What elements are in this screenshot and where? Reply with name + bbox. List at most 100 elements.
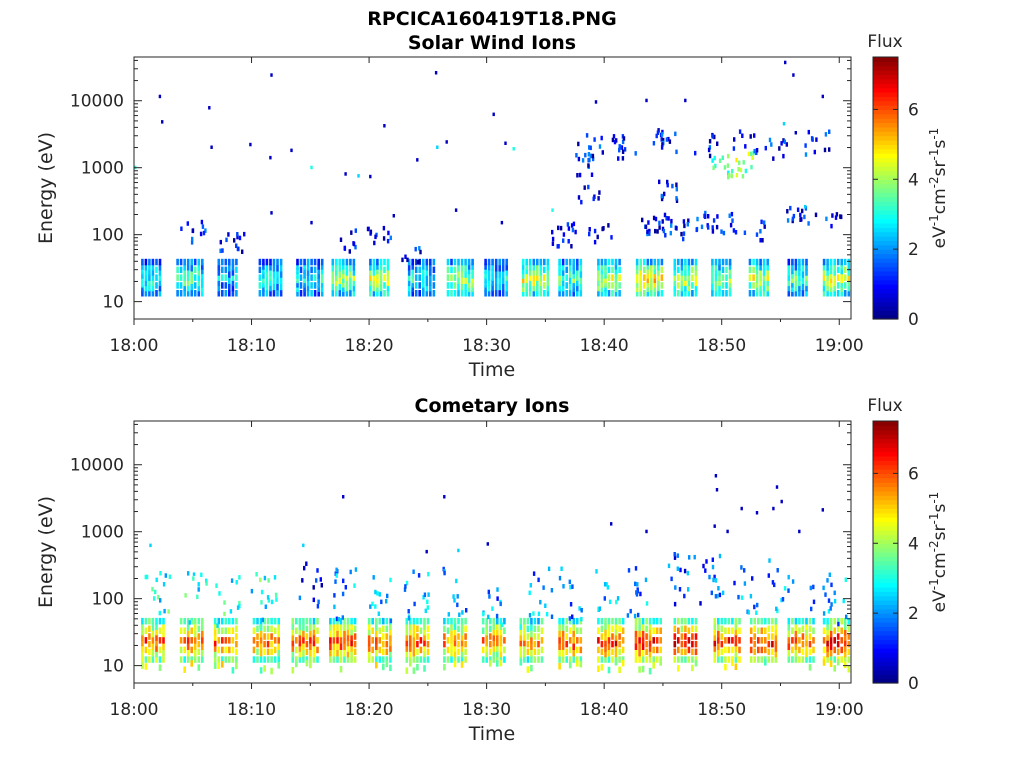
- heatmap-cell: [753, 633, 756, 640]
- heatmap-cell: [338, 271, 342, 278]
- colorbar-segment: [873, 214, 898, 220]
- heatmap-cell: [236, 246, 240, 252]
- heatmap-cell: [446, 274, 450, 281]
- heatmap-cell: [617, 156, 620, 161]
- heatmap-cell: [577, 195, 581, 200]
- heatmap-cell: [298, 623, 302, 630]
- heatmap-cell: [412, 649, 416, 657]
- heatmap-cell: [484, 285, 487, 292]
- heatmap-cell: [749, 134, 752, 139]
- heatmap-cell: [600, 267, 604, 275]
- heatmap-cell: [659, 617, 662, 625]
- heatmap-cell: [755, 148, 759, 153]
- heatmap-cell: [643, 274, 646, 281]
- heatmap-cell: [830, 582, 833, 588]
- heatmap-cell: [407, 264, 411, 271]
- heatmap-cell: [822, 264, 826, 271]
- heatmap-cell: [411, 281, 414, 288]
- heatmap-cell: [537, 617, 540, 625]
- heatmap-cell: [350, 645, 353, 652]
- heatmap-cell: [353, 617, 357, 625]
- heatmap-cell: [270, 73, 273, 77]
- heatmap-cell: [443, 648, 446, 656]
- heatmap-cell: [457, 617, 460, 625]
- heatmap-cell: [176, 290, 179, 297]
- heatmap-cell: [523, 628, 526, 636]
- heatmap-cell: [539, 264, 543, 271]
- heatmap-cell: [485, 639, 488, 647]
- heatmap-cell: [829, 263, 833, 270]
- heatmap-cell: [235, 580, 238, 585]
- heatmap-cell: [453, 650, 457, 658]
- heatmap-cell: [386, 238, 390, 244]
- heatmap-cell: [296, 276, 299, 284]
- heatmap-cell: [422, 272, 425, 279]
- heatmap-cell: [418, 274, 421, 281]
- heatmap-cell: [750, 164, 753, 170]
- heatmap-cell: [414, 246, 417, 252]
- heatmap-cell: [752, 290, 755, 297]
- heatmap-cell: [787, 617, 791, 625]
- heatmap-cell: [694, 150, 697, 156]
- heatmap-cell: [236, 232, 239, 237]
- heatmap-cell: [798, 258, 801, 266]
- heatmap-cell: [519, 659, 523, 666]
- heatmap-cell: [389, 235, 392, 241]
- heatmap-cell: [787, 279, 791, 287]
- heatmap-cell: [725, 282, 728, 289]
- heatmap-cell: [644, 224, 648, 229]
- heatmap-cell: [144, 663, 148, 670]
- heatmap-cell: [464, 258, 467, 266]
- heatmap-cell: [179, 646, 183, 654]
- heatmap-cell: [847, 633, 851, 640]
- heatmap-cell: [673, 258, 677, 266]
- heatmap-cell: [833, 279, 836, 287]
- heatmap-cell: [197, 290, 201, 297]
- heatmap-cell: [269, 264, 272, 271]
- heatmap-cell: [598, 606, 602, 611]
- heatmap-cell: [407, 258, 411, 266]
- heatmap-cell: [471, 290, 474, 297]
- heatmap-cell: [460, 661, 464, 668]
- heatmap-cell: [407, 616, 411, 621]
- heatmap-cell: [621, 156, 625, 161]
- heatmap-cell: [794, 643, 798, 650]
- heatmap-cell: [265, 283, 269, 291]
- heatmap-cell: [162, 624, 165, 631]
- heatmap-cell: [342, 495, 345, 499]
- heatmap-cell: [317, 285, 320, 292]
- heatmap-cell: [141, 634, 144, 641]
- heatmap-cell: [684, 274, 687, 281]
- heatmap-cell: [375, 643, 378, 650]
- heatmap-cell: [201, 224, 205, 229]
- heatmap-cell: [176, 266, 179, 274]
- heatmap-cell: [822, 659, 826, 666]
- heatmap-cell: [660, 290, 664, 297]
- colorbar-segment: [873, 530, 898, 536]
- heatmap-cell: [457, 277, 460, 284]
- heatmap-cell: [277, 637, 280, 644]
- heatmap-cell: [734, 628, 738, 636]
- heatmap-cell: [378, 656, 382, 663]
- heatmap-cell: [641, 637, 645, 644]
- heatmap-cell: [801, 277, 805, 284]
- heatmap-cell: [258, 274, 262, 281]
- heatmap-cell: [341, 615, 344, 620]
- heatmap-cell: [587, 152, 591, 157]
- heatmap-cell: [528, 590, 531, 596]
- heatmap-cell: [205, 581, 208, 586]
- heatmap-cell: [332, 637, 336, 644]
- heatmap-cell: [501, 283, 505, 291]
- heatmap-cell: [332, 624, 336, 631]
- heatmap-cell: [193, 282, 197, 289]
- heatmap-cell: [296, 258, 299, 266]
- heatmap-cell: [411, 276, 414, 284]
- heatmap-cell: [158, 664, 162, 671]
- heatmap-cell: [760, 219, 763, 225]
- heatmap-cell: [753, 617, 756, 625]
- heatmap-cell: [658, 220, 661, 226]
- heatmap-cell: [794, 264, 798, 271]
- heatmap-cell: [667, 563, 671, 569]
- heatmap-cell: [186, 637, 190, 644]
- heatmap-cell: [342, 263, 345, 270]
